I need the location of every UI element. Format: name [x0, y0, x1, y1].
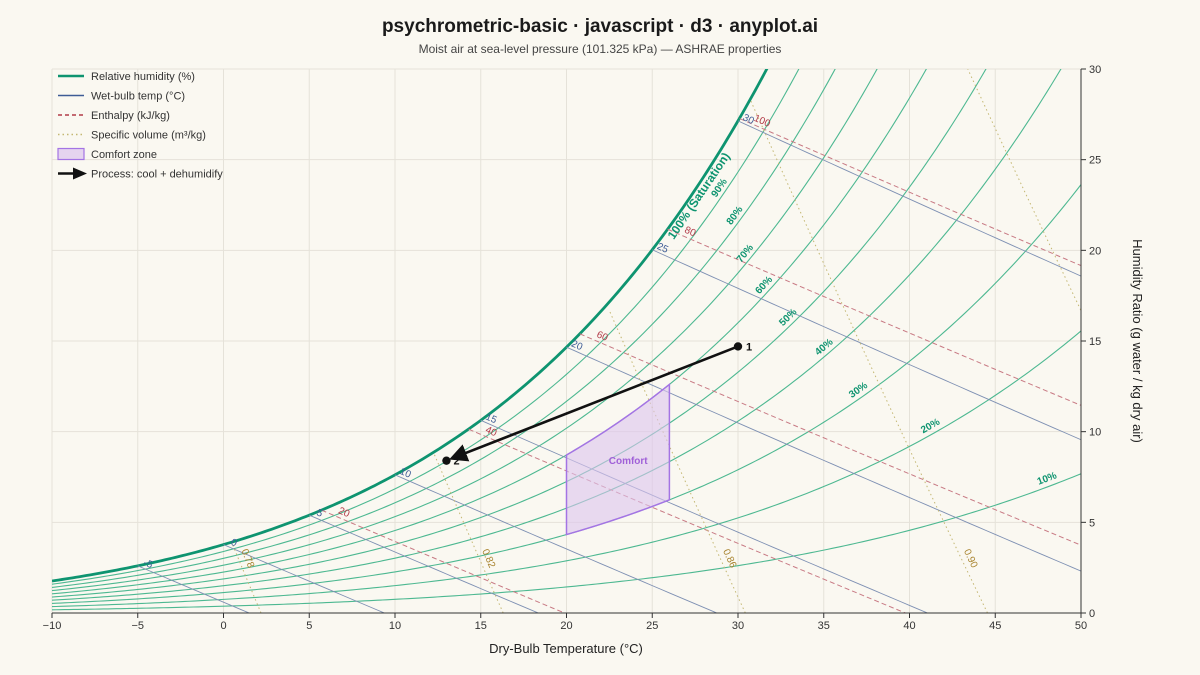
rh-label-60: 60%: [753, 274, 775, 296]
wet-bulb-label: 10: [398, 466, 413, 481]
enthalpy-label: 60: [595, 329, 610, 344]
rh-line-20: [52, 330, 1081, 608]
y-tick-label: 10: [1089, 427, 1101, 439]
legend-swatch-comfort: [57, 147, 85, 161]
x-tick-label: 10: [389, 620, 401, 632]
legend-label: Comfort zone: [91, 149, 157, 161]
rh-label-50: 50%: [777, 307, 799, 329]
chart-subtitle: Moist air at sea-level pressure (101.325…: [418, 42, 782, 56]
volume-line: [608, 309, 746, 613]
y-tick-label: 25: [1089, 155, 1101, 167]
rh-line-70: [52, 69, 878, 592]
wet-bulb-label: 20: [569, 339, 584, 354]
rh-label-30: 30%: [847, 380, 870, 401]
process-point-1: [733, 342, 743, 351]
wet-bulb-label: 25: [655, 241, 670, 256]
x-tick-label: 30: [732, 620, 744, 632]
legend-label: Wet-bulb temp (°C): [91, 91, 185, 103]
rh-label-40: 40%: [813, 337, 835, 358]
y-tick-label: 0: [1089, 608, 1095, 620]
legend-item-vol: Specific volume (m³/kg): [58, 130, 206, 142]
process-arrow: [449, 345, 739, 462]
rh-label-10: 10%: [1036, 470, 1059, 487]
legend-swatch-process-head: [73, 167, 87, 180]
enthalpy-line-60: [579, 333, 1081, 546]
x-tick-label: 0: [220, 620, 226, 632]
comfort-zone: [565, 382, 671, 536]
x-tick-label: 25: [646, 620, 658, 632]
wet-bulb-line-5: [309, 514, 540, 613]
rh-line-10: [52, 473, 1081, 611]
y-tick-label: 5: [1089, 517, 1095, 529]
rh-label-20: 20%: [919, 417, 942, 436]
volume-line: [433, 454, 504, 613]
legend-label: Specific volume (m³/kg): [91, 130, 206, 142]
wet-bulb-label: 15: [484, 412, 499, 427]
wet-bulb-line-25: [652, 249, 1081, 441]
rh-line-80: [52, 69, 836, 588]
enthalpy-label: 40: [484, 425, 499, 440]
legend: Relative humidity (%) Wet-bulb temp (°C) E…: [57, 71, 223, 181]
volume-label: 0.86: [720, 548, 738, 571]
y-tick-label: 30: [1089, 64, 1101, 76]
enthalpy-line-20: [321, 509, 566, 613]
x-tick-label: 45: [989, 620, 1001, 632]
enthalpy-line-100: [739, 118, 1081, 267]
x-tick-label: 20: [560, 620, 572, 632]
legend-item-rh: Relative humidity (%): [58, 71, 195, 83]
x-tick-label: 50: [1075, 620, 1087, 632]
plot-area: [52, 69, 1081, 613]
comfort-zone-label: Comfort: [609, 456, 649, 467]
wet-bulb-label: 30: [741, 112, 756, 127]
chart-title: psychrometric-basic · javascript · d3 · …: [381, 16, 819, 37]
wet-bulb-line--5: [137, 565, 250, 613]
x-tick-label: 15: [475, 620, 487, 632]
legend-label: Relative humidity (%): [91, 71, 195, 83]
legend-label: Process: cool + dehumidify: [91, 169, 223, 181]
wet-bulb-line-0: [223, 544, 386, 613]
enthalpy-label: 20: [337, 506, 352, 521]
x-tick-label: 5: [306, 620, 312, 632]
wet-bulb-label: 0: [229, 537, 239, 549]
y-tick-label: 20: [1089, 245, 1101, 257]
volume-label: 0.90: [961, 548, 979, 571]
rh-line-90: [52, 69, 800, 585]
legend-item-wb: Wet-bulb temp (°C): [58, 91, 185, 103]
wet-bulb-line-10: [394, 474, 718, 613]
legend-label: Enthalpy (kJ/kg): [91, 110, 170, 122]
enthalpy-label: 100: [752, 113, 772, 130]
volume-label: 0.82: [479, 548, 497, 571]
volume-line: [750, 100, 988, 613]
legend-item-enth: Enthalpy (kJ/kg): [58, 110, 170, 122]
x-tick-label: −5: [131, 620, 144, 632]
x-tick-label: −10: [43, 620, 62, 632]
x-axis-title: Dry-Bulb Temperature (°C): [489, 641, 643, 656]
enthalpy-line-80: [667, 228, 1081, 406]
legend-item-process: Process: cool + dehumidify: [58, 167, 223, 181]
volume-line: [232, 544, 262, 613]
x-tick-label: 40: [903, 620, 915, 632]
y-tick-label: 15: [1089, 336, 1101, 348]
enthalpy-line-40: [468, 428, 907, 613]
enthalpy-label: 80: [683, 225, 698, 240]
process-point-label: 2: [453, 456, 459, 468]
saturation-curve: [52, 69, 769, 583]
x-tick-label: 35: [818, 620, 830, 632]
legend-item-comfort: Comfort zone: [57, 147, 157, 161]
y-axis-title: Humidity Ratio (g water / kg dry air): [1130, 239, 1145, 443]
process-point-2: [442, 456, 451, 465]
wet-bulb-line-15: [480, 419, 929, 613]
wet-bulb-line-30: [737, 120, 1081, 277]
process-point-label: 1: [746, 341, 752, 353]
wet-bulb-label: 5: [315, 508, 325, 520]
